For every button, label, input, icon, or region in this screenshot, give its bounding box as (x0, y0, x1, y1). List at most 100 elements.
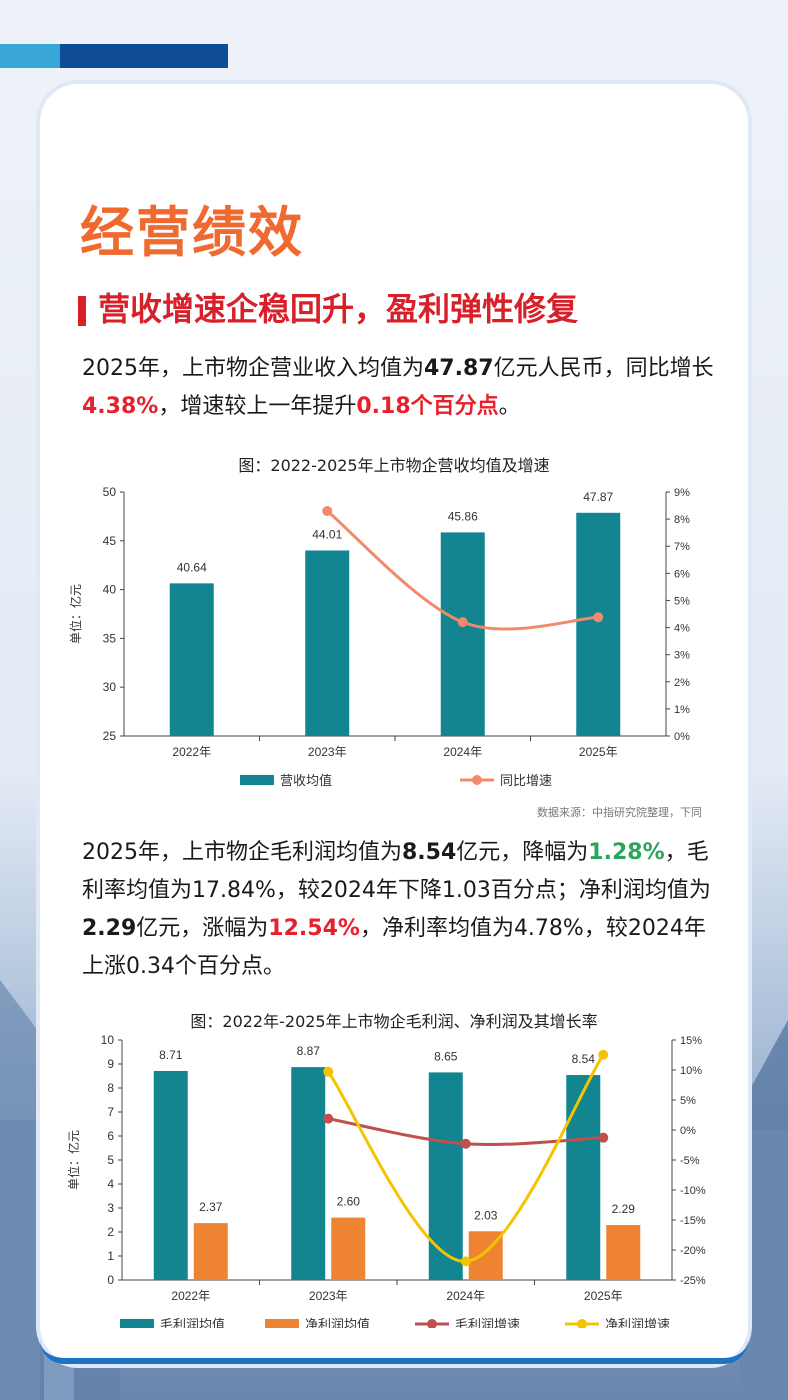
legend-label: 营收均值 (280, 773, 332, 788)
series-point (460, 1256, 471, 1267)
bar (576, 512, 621, 736)
x-tick-label: 2023年 (308, 745, 347, 759)
y2-tick-label: -5% (680, 1155, 700, 1167)
y-tick-label: 4 (107, 1177, 114, 1191)
x-tick-label: 2024年 (446, 1289, 485, 1303)
y2-tick-label: 0% (674, 731, 690, 743)
x-tick-label: 2023年 (309, 1289, 348, 1303)
bar (440, 532, 485, 736)
y-tick-label: 9 (107, 1057, 114, 1071)
y-tick-label: 30 (103, 680, 117, 694)
y2-tick-label: 5% (674, 595, 690, 607)
page-title: 经营绩效 (80, 201, 304, 264)
bar (169, 583, 214, 736)
bar-value-label: 2.03 (474, 1208, 498, 1222)
legend-label: 净利润均值 (305, 1317, 370, 1328)
bar (428, 1072, 463, 1280)
y-tick-label: 45 (103, 534, 117, 548)
series-point (598, 1049, 609, 1060)
y-tick-label: 8 (107, 1081, 114, 1095)
y2-tick-label: 1% (674, 704, 690, 716)
y-tick-label: 0 (107, 1273, 114, 1287)
y-axis-label: 单位：亿元 (66, 1130, 81, 1190)
x-tick-label: 2022年 (172, 745, 211, 759)
y-axis-label: 单位：亿元 (68, 584, 83, 644)
legend-label: 毛利润均值 (160, 1317, 225, 1328)
y2-tick-label: 9% (674, 487, 690, 499)
bar (331, 1217, 366, 1280)
x-tick-label: 2025年 (584, 1289, 623, 1303)
bar-value-label: 8.71 (159, 1048, 183, 1062)
y2-tick-label: 8% (674, 514, 690, 526)
bar-value-label: 8.65 (434, 1049, 458, 1063)
revenue-chart: 50 45 40 35 30 25 9% 8% 7% 6% 5% 4% 3% 2% 1% 0% 2022年 202… (68, 485, 690, 788)
y-tick-label: 2 (107, 1225, 114, 1239)
legend-label: 同比增速 (500, 773, 552, 788)
y-tick-label: 1 (107, 1249, 114, 1263)
top-accent-light (0, 44, 60, 68)
y2-tick-label: -15% (680, 1215, 706, 1227)
y2-tick-label: 4% (674, 623, 690, 635)
x-tick-label: 2022年 (171, 1289, 210, 1303)
y-tick-label: 7 (107, 1105, 114, 1119)
chart2-title: 图：2022年-2025年上市物企毛利润、净利润及其增长率 (190, 1012, 598, 1031)
y2-tick-label: -25% (680, 1275, 706, 1287)
y2-tick-label: 3% (674, 650, 690, 662)
y2-tick-label: 10% (680, 1065, 702, 1077)
bar-value-label: 47.87 (583, 490, 613, 504)
bar (193, 1223, 228, 1280)
bar-value-label: 45.86 (448, 509, 478, 523)
bar-value-label: 2.37 (199, 1200, 223, 1214)
bar-value-label: 2.29 (612, 1202, 636, 1216)
y-tick-label: 35 (103, 631, 117, 645)
y2-tick-label: 6% (674, 568, 690, 580)
legend-swatch-dot (577, 1319, 587, 1328)
y2-tick-label: -20% (680, 1245, 706, 1257)
top-accent-dark (60, 44, 228, 68)
chart1-title: 图：2022-2025年上市物企营收均值及增速 (238, 456, 550, 475)
legend-swatch (120, 1319, 154, 1328)
y2-tick-label: -10% (680, 1185, 706, 1197)
series-point (323, 1113, 334, 1124)
bar-value-label: 8.54 (572, 1052, 596, 1066)
bar-value-label: 44.01 (312, 527, 342, 541)
revenue-paragraph: 2025年，上市物企营业收入均值为47.87亿元人民币，同比增长4.38%，增速… (82, 356, 714, 419)
bar-value-label: 8.87 (297, 1044, 321, 1058)
y2-tick-label: 0% (680, 1125, 696, 1137)
y-tick-label: 6 (107, 1129, 114, 1143)
legend-swatch (265, 1319, 299, 1328)
bar (305, 550, 350, 736)
y2-tick-label: 7% (674, 541, 690, 553)
bar (291, 1067, 326, 1280)
y-tick-label: 40 (103, 583, 117, 597)
legend-swatch-dot (427, 1319, 437, 1328)
subtitle-marker (78, 296, 86, 326)
content-card: 经营绩效 营收增速企稳回升，盈利弹性修复 2025年，上市物企营业收入均值为47… (40, 84, 748, 1364)
legend-label: 毛利润增速 (455, 1317, 520, 1328)
section-subtitle: 营收增速企稳回升，盈利弹性修复 (98, 290, 579, 328)
data-source: 数据来源：中指研究院整理，下同 (537, 806, 702, 819)
series-point (460, 1138, 471, 1149)
series-point (593, 612, 604, 623)
bar (153, 1070, 188, 1280)
bar (606, 1225, 641, 1280)
y-tick-label: 5 (107, 1153, 114, 1167)
card-bottom-border (40, 1340, 748, 1364)
profit-chart: 10987654321015%10%5%0%-5%-10%-15%-20%-25… (66, 1033, 706, 1328)
y2-tick-label: 5% (680, 1095, 696, 1107)
series-point (323, 1066, 334, 1077)
series-point (598, 1132, 609, 1143)
series-line (327, 1053, 605, 1263)
bar-value-label: 2.60 (337, 1195, 361, 1209)
y-tick-label: 50 (103, 485, 117, 499)
series-point (322, 505, 333, 516)
y2-tick-label: 2% (674, 677, 690, 689)
legend-label: 净利润增速 (605, 1317, 670, 1328)
y-tick-label: 3 (107, 1201, 114, 1215)
y-tick-label: 10 (101, 1033, 115, 1047)
bar-value-label: 40.64 (177, 560, 207, 574)
profit-paragraph: 2025年，上市物企毛利润均值为8.54亿元，降幅为1.28%，毛利率均值为17… (82, 840, 711, 979)
y2-tick-label: 15% (680, 1035, 702, 1047)
series-point (457, 617, 468, 628)
x-tick-label: 2025年 (579, 745, 618, 759)
